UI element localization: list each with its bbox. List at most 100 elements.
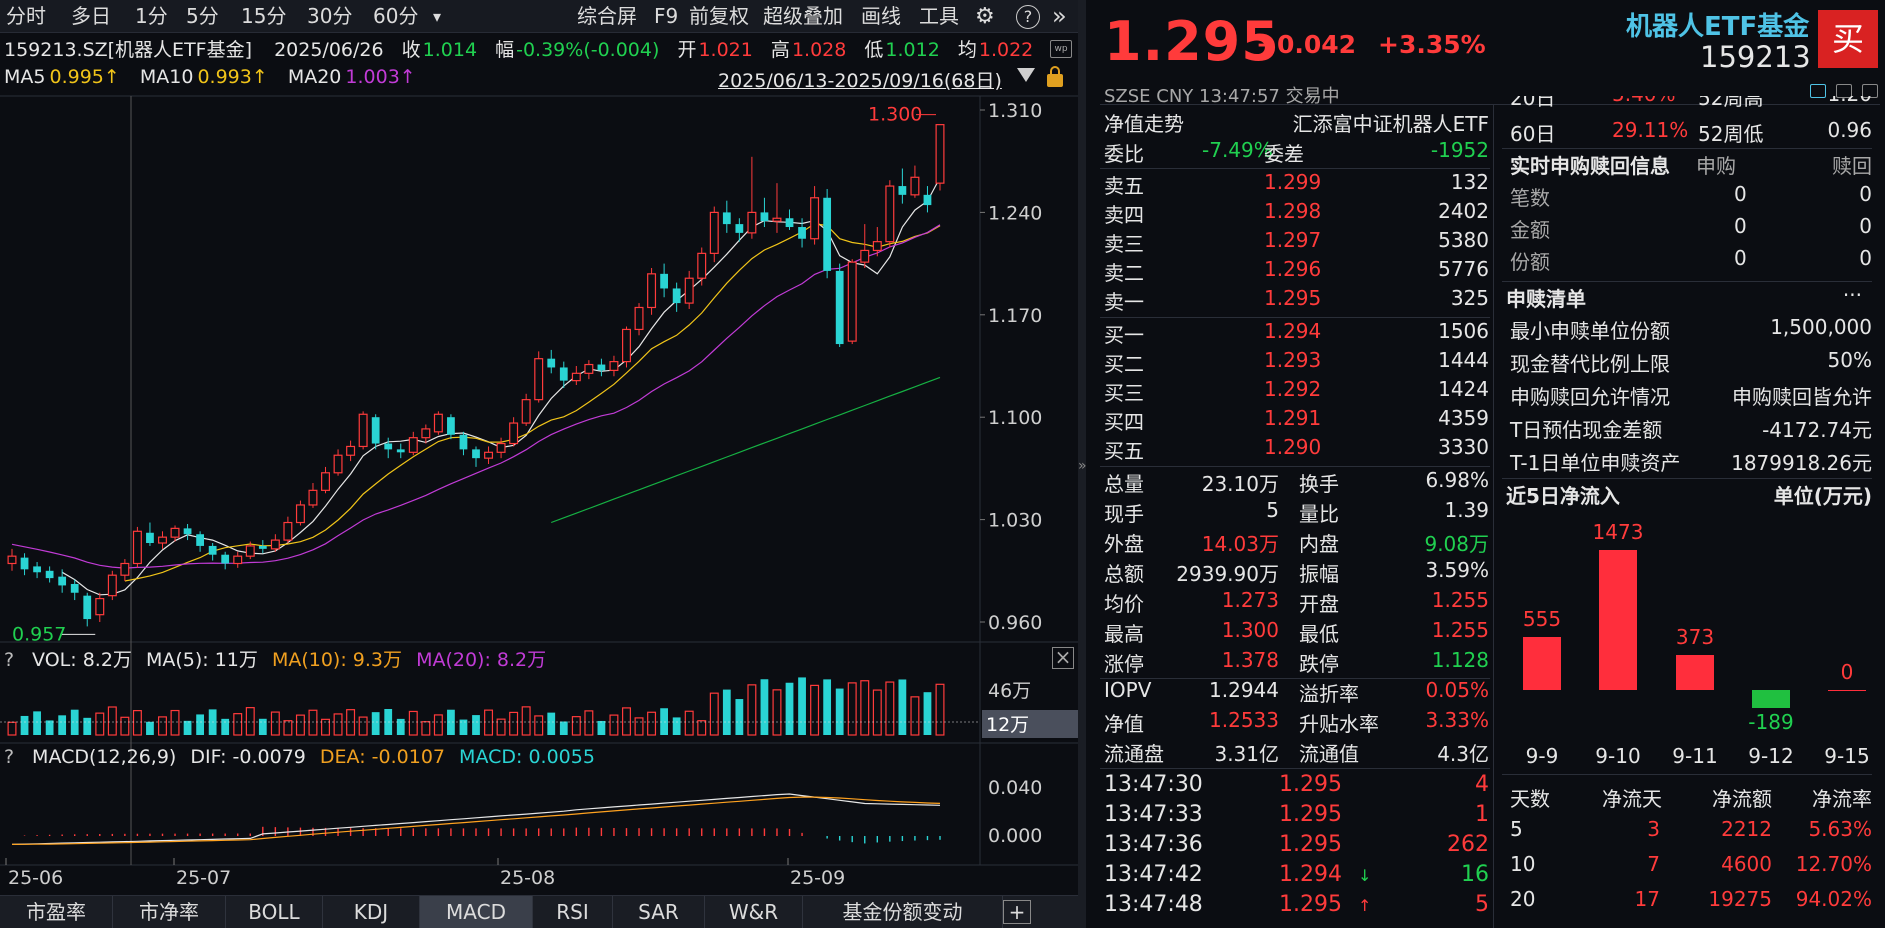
wap-icon[interactable]: wp xyxy=(1050,40,1072,58)
creation-row-4: T-1日单位申赎资产 1879918.26元 xyxy=(1502,447,1872,477)
tbl-rate: 12.70% xyxy=(1795,852,1872,876)
vol-bar-8 xyxy=(107,706,117,736)
period-tab-1[interactable]: 多日 xyxy=(71,4,111,28)
candle-body-52 xyxy=(660,273,668,289)
subscription-row-2: 份额 0 0 xyxy=(1502,246,1872,276)
indicator-tab-0[interactable]: 市盈率 xyxy=(0,896,113,928)
period-tab-0[interactable]: 分时 xyxy=(6,4,46,28)
low-value: 1.012 xyxy=(885,39,940,61)
lock-icon[interactable] xyxy=(1047,74,1063,87)
flow-bar-1 xyxy=(1599,550,1637,690)
tick-row-0: 13:47:30 1.295 4 xyxy=(1104,772,1489,802)
tick-price: 1.294 xyxy=(1279,862,1342,887)
edit-icon[interactable] xyxy=(1810,84,1826,98)
close-icon[interactable] xyxy=(1862,84,1878,98)
vol-bar-26 xyxy=(333,713,343,736)
stat-label: 均价 xyxy=(1104,592,1144,616)
flow-value-label-1: 1473 xyxy=(1592,520,1644,544)
vol-help-icon[interactable]: ? xyxy=(4,649,15,671)
indicator-tab-1[interactable]: 市净率 xyxy=(113,896,226,928)
vol-bar-15 xyxy=(196,714,204,735)
ask-volume: 5380 xyxy=(1438,228,1489,252)
period-tab-3[interactable]: 5分 xyxy=(186,4,219,28)
kline-panel: 分时 多日 1分 5分 15分 30分 60分 ▾ 综合屏 F9 前复权 超级叠加 画线 工具 ⚙? » 15… xyxy=(0,0,1080,928)
period-tab-5[interactable]: 30分 xyxy=(307,4,353,28)
vol-bar-4 xyxy=(58,715,67,735)
candle-body-48 xyxy=(609,361,619,371)
indicator-tab-5[interactable]: RSI xyxy=(533,896,613,928)
sep-ob-2 xyxy=(1100,317,1490,318)
candle-body-65 xyxy=(823,197,832,271)
stat-value-2: 6.98% xyxy=(1425,468,1489,492)
vol-bar-55 xyxy=(697,720,707,736)
sub-row-purchase: 0 xyxy=(1734,246,1747,270)
sep-ob-3 xyxy=(1100,466,1490,467)
candle-body-43 xyxy=(547,358,556,368)
ask-price: 1.296 xyxy=(1264,257,1322,281)
date-range-selector[interactable]: 2025/06/13-2025/09/16(68日) xyxy=(718,70,1002,92)
indicator-tab-7[interactable]: W&R xyxy=(705,896,803,928)
creation-value: 申购赎回皆允许 xyxy=(1732,385,1872,409)
period-tab-6[interactable]: 60分 xyxy=(373,4,419,28)
toolbar-item-3[interactable]: 超级叠加 xyxy=(763,4,843,28)
indicator-tab-6[interactable]: SAR xyxy=(613,896,705,928)
bid-row-2: 买三 1.292 1424 xyxy=(1104,377,1489,407)
indicator-tab-3[interactable]: KDJ xyxy=(323,896,420,928)
flow-date-label-0: 9-9 xyxy=(1525,744,1559,768)
close-pane-icon[interactable]: × xyxy=(1052,647,1074,669)
indicator-tab-2[interactable]: BOLL xyxy=(226,896,323,928)
toolbar-item-1[interactable]: F9 xyxy=(654,4,679,28)
stat-row-3: 总额 2939.90万 振幅 3.59% xyxy=(1104,558,1489,588)
candle-body-9 xyxy=(120,562,130,576)
macd-params: MACD(12,26,9) xyxy=(32,746,177,768)
help-icon[interactable]: ? xyxy=(1016,5,1040,29)
bid-volume: 1506 xyxy=(1438,319,1489,343)
toolbar-item-4[interactable]: 画线 xyxy=(861,4,901,28)
vol-ma5: MA(5): 11万 xyxy=(145,649,258,671)
period-tab-4[interactable]: 15分 xyxy=(241,4,287,28)
vol-bar-45 xyxy=(571,716,581,736)
ask-price: 1.298 xyxy=(1264,199,1322,223)
candle-body-4 xyxy=(58,576,67,586)
vol-bar-5 xyxy=(70,709,79,735)
stat-label: 净值 xyxy=(1104,712,1144,736)
gear-icon[interactable]: ⚙ xyxy=(975,4,995,29)
settings-icon[interactable] xyxy=(1836,84,1852,98)
collapse-icon[interactable]: » xyxy=(1052,2,1067,30)
vol-bar-18 xyxy=(233,713,243,736)
period-tab-2[interactable]: 1分 xyxy=(135,4,168,28)
toolbar-item-2[interactable]: 前复权 xyxy=(689,4,749,28)
vol-bar-44 xyxy=(559,721,568,735)
candle-body-73 xyxy=(923,194,932,206)
creation-row-3: T日预估现金差额 -4172.74元 xyxy=(1502,414,1872,444)
kline-chart[interactable]: 1.310 1.240 1.170 1.100 1.030 0.960 1.300 0.957… xyxy=(0,0,1078,895)
buy-button[interactable]: 买 xyxy=(1818,10,1878,68)
flow-bar-4 xyxy=(1828,690,1866,691)
panel-divider[interactable]: » xyxy=(1078,0,1087,928)
creation-value: 50% xyxy=(1827,348,1872,372)
tick-price: 1.295 xyxy=(1279,832,1342,857)
sep-side-1 xyxy=(1502,281,1872,282)
add-indicator-icon[interactable]: + xyxy=(1003,900,1031,924)
expand-icon[interactable]: » xyxy=(1078,458,1087,474)
vol-value: VOL: 8.2万 xyxy=(32,649,132,671)
tbl-days: 20 xyxy=(1510,887,1536,911)
avg-label: 均 xyxy=(957,39,977,61)
candle-body-24 xyxy=(308,489,318,506)
toolbar-item-5[interactable]: 工具 xyxy=(919,4,959,28)
toolbar-item-0[interactable]: 综合屏 xyxy=(577,4,637,28)
candle-body-64 xyxy=(810,197,820,240)
candle-body-72 xyxy=(910,176,920,196)
bid-label: 买四 xyxy=(1104,410,1144,434)
more-icon[interactable]: ··· xyxy=(1842,283,1862,307)
range-dropdown-icon[interactable] xyxy=(1017,68,1035,82)
period-dropdown[interactable]: ▾ xyxy=(433,7,442,26)
quote-panel: 1.295 +0.042 +3.35% 机器人ETF基金 159213 买 SZS… xyxy=(1086,0,1885,928)
ma20-value: 1.003↑ xyxy=(345,66,416,88)
creation-row-0: 最小申赎单位份额 1,500,000 xyxy=(1502,315,1872,345)
creation-value: 1,500,000 xyxy=(1770,315,1872,339)
macd-help-icon[interactable]: ? xyxy=(4,746,15,768)
vol-bar-66 xyxy=(835,688,844,735)
indicator-tab-8[interactable]: 基金份额变动 xyxy=(803,896,1003,928)
indicator-tab-4[interactable]: MACD xyxy=(420,896,533,928)
